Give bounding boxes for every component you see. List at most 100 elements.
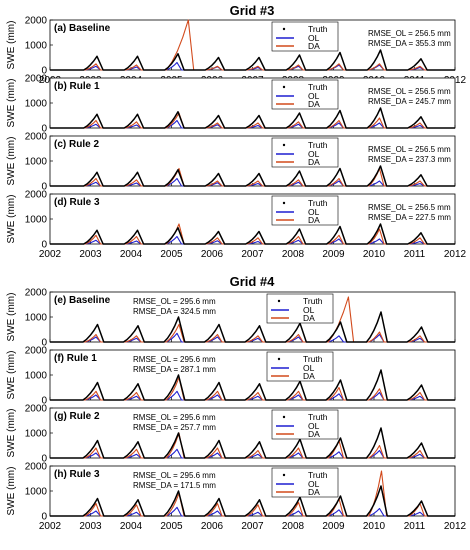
- y-tick-label: 1000: [25, 41, 48, 52]
- legend-label-ol: OL: [308, 33, 320, 43]
- y-axis-label: SWE (mm): [6, 79, 17, 128]
- series-line-ol: [50, 119, 455, 129]
- axes-frame: [49, 193, 456, 245]
- legend-label-ol: OL: [308, 91, 320, 101]
- legend-label-truth: Truth: [303, 354, 323, 364]
- y-tick-label: 2000: [25, 190, 48, 201]
- y-tick-label: 0: [41, 240, 47, 251]
- y-tick-label: 0: [41, 66, 47, 77]
- legend-marker-truth: [282, 473, 286, 477]
- axes-frame: [49, 407, 456, 459]
- rmse-ol-text: RMSE_OL = 256.5 mm: [368, 29, 451, 38]
- y-tick-label: 0: [41, 454, 47, 465]
- legend-label-da: DA: [308, 41, 320, 51]
- legend-marker-truth: [282, 415, 286, 419]
- rmse-ol-text: RMSE_OL = 256.5 mm: [368, 145, 451, 154]
- series-line-da: [50, 19, 455, 71]
- x-tick-label: 2009: [322, 249, 345, 260]
- y-tick-label: 2000: [25, 288, 48, 299]
- x-tick-label: 2003: [79, 249, 102, 260]
- y-axis-label: SWE (mm): [6, 467, 17, 516]
- series-line-truth: [50, 311, 455, 343]
- x-tick-label: 2008: [282, 521, 305, 532]
- series-line-truth: [50, 165, 455, 187]
- rmse-da-text: RMSE_DA = 287.1 mm: [133, 365, 216, 374]
- panel-label: (d) Rule 3: [54, 197, 100, 208]
- legend-label-da: DA: [308, 215, 320, 225]
- panel-label: (b) Rule 1: [54, 81, 100, 92]
- legend-label-ol: OL: [308, 421, 320, 431]
- panel-4: 0 1000 2000 SWE (mm) 2002 2003 2004 2005 2006 200…: [6, 190, 467, 261]
- legend-label-da: DA: [308, 429, 320, 439]
- rmse-da-text: RMSE_DA = 257.7 mm: [133, 423, 216, 432]
- y-axis-label: SWE (mm): [6, 409, 17, 458]
- y-axis-label: SWE (mm): [6, 293, 17, 342]
- series-line-truth: [50, 485, 455, 517]
- x-tick-label: 2004: [120, 249, 143, 260]
- series-line-da: [50, 432, 455, 459]
- panel-label: (f) Rule 1: [54, 353, 97, 364]
- legend-marker-truth: [282, 27, 286, 31]
- panel-label: (g) Rule 2: [54, 411, 100, 422]
- panel-8: 0 1000 2000 SWE (mm) 2002 2003 2004 2005 2006 200…: [6, 462, 467, 533]
- x-tick-label: 2010: [363, 521, 386, 532]
- grid3-title: Grid #3: [230, 3, 275, 18]
- series-line-truth: [50, 369, 455, 401]
- legend-label-truth: Truth: [308, 470, 328, 480]
- legend-label-ol: OL: [303, 305, 315, 315]
- rmse-da-text: RMSE_DA = 227.5 mm: [368, 213, 451, 222]
- x-tick-label: 2012: [444, 249, 467, 260]
- y-tick-label: 1000: [25, 157, 48, 168]
- x-tick-label: 2010: [363, 249, 386, 260]
- y-tick-label: 0: [41, 124, 47, 135]
- series-line-ol: [50, 235, 455, 245]
- legend-label-ol: OL: [308, 479, 320, 489]
- series-line-da: [50, 223, 455, 245]
- x-tick-label: 2002: [39, 521, 62, 532]
- y-tick-label: 2000: [25, 462, 48, 473]
- y-tick-label: 2000: [25, 132, 48, 143]
- legend-marker-truth: [282, 143, 286, 147]
- axes-frame: [49, 135, 456, 187]
- legend-label-truth: Truth: [308, 82, 328, 92]
- y-tick-label: 0: [41, 338, 47, 349]
- panel-label: (a) Baseline: [54, 23, 111, 34]
- series-line-da: [50, 470, 455, 517]
- series-line-ol: [50, 506, 455, 517]
- rmse-ol-text: RMSE_OL = 256.5 mm: [368, 203, 451, 212]
- rmse-da-text: RMSE_DA = 355.3 mm: [368, 39, 451, 48]
- legend-label-da: DA: [308, 99, 320, 109]
- y-tick-label: 1000: [25, 99, 48, 110]
- panel-label: (h) Rule 3: [54, 469, 100, 480]
- y-axis-label: SWE (mm): [6, 195, 17, 244]
- y-tick-label: 1000: [25, 487, 48, 498]
- legend-label-truth: Truth: [308, 198, 328, 208]
- rmse-da-text: RMSE_DA = 245.7 mm: [368, 97, 451, 106]
- series-line-truth: [50, 223, 455, 245]
- x-tick-label: 2012: [444, 521, 467, 532]
- x-tick-label: 2003: [79, 521, 102, 532]
- y-tick-label: 2000: [25, 404, 48, 415]
- legend-label-da: DA: [308, 157, 320, 167]
- legend-label-truth: Truth: [308, 24, 328, 34]
- series-line-ol: [50, 177, 455, 187]
- x-tick-label: 2011: [404, 249, 426, 260]
- y-tick-label: 0: [41, 182, 47, 193]
- axes-frame: [49, 291, 456, 343]
- series-line-ol: [50, 448, 455, 459]
- y-tick-label: 1000: [25, 429, 48, 440]
- series-line-da: [50, 376, 455, 401]
- panel-label: (e) Baseline: [54, 295, 111, 306]
- x-tick-label: 2006: [201, 521, 224, 532]
- grid4-title: Grid #4: [230, 274, 276, 289]
- y-tick-label: 2000: [25, 346, 48, 357]
- rmse-ol-text: RMSE_OL = 295.6 mm: [133, 413, 216, 422]
- x-tick-label: 2002: [39, 249, 62, 260]
- y-tick-label: 1000: [25, 215, 48, 226]
- series-line-da: [50, 112, 455, 129]
- legend-label-ol: OL: [308, 207, 320, 217]
- axes-frame: [49, 19, 456, 71]
